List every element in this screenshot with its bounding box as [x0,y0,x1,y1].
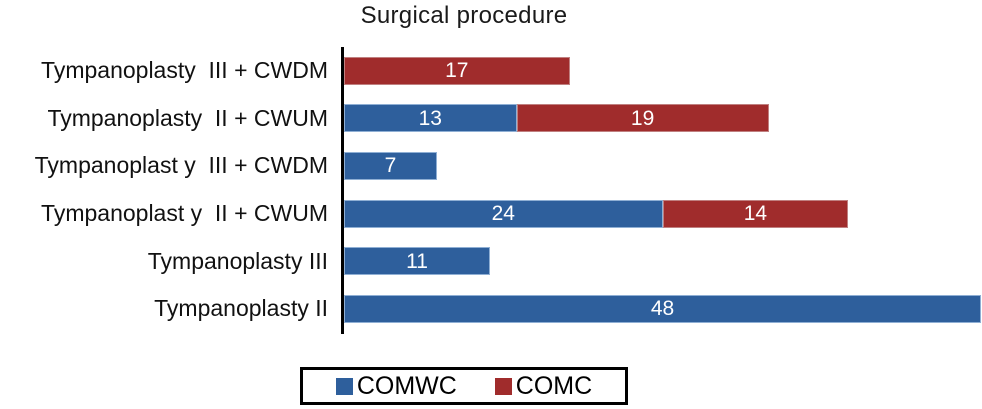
bar-track: 11 [344,247,981,276]
chart-row: Tympanoplasty II + CWUM 13 19 [0,95,982,143]
legend-label: COMWC [356,371,457,400]
bar-track: 24 14 [344,199,981,228]
chart-row: Tympanoplasty II 48 [0,285,982,333]
comwc-bar-segment: 11 [344,247,490,276]
chart-row: Tympanoplasty III + CWDM 17 [0,47,982,95]
bar-value-label: 48 [650,297,675,321]
comc-bar-segment: 14 [662,199,849,228]
legend-label: COMC [515,371,593,400]
chart-row: Tympanoplast y III + CWDM 7 [0,142,982,190]
bar-value-label: 17 [445,59,469,83]
bar-track: 48 [344,294,981,323]
bar-value-label: 11 [406,249,428,273]
comc-legend-swatch [494,377,512,395]
comwc-bar-segment: 7 [344,151,437,180]
legend-entry-comc: COMC [494,371,593,400]
bar-track: 13 19 [344,104,981,133]
category-label: Tympanoplast y III + CWDM [34,152,328,179]
legend-entry-comwc: COMWC [335,371,457,400]
bar-value-label: 24 [491,202,515,226]
category-axis-line [341,47,344,334]
comwc-legend-swatch [335,377,353,395]
comwc-bar-segment: 24 [344,199,663,228]
category-label: Tympanoplasty II [154,295,328,322]
category-label: Tympanoplast y II + CWUM [41,200,328,227]
category-label: Tympanoplasty III [147,247,328,274]
bar-value-label: 19 [630,106,655,130]
bar-value-label: 14 [743,202,768,226]
category-label: Tympanoplasty III + CWDM [41,57,328,84]
plot-area: Tympanoplasty III + CWDM 17 Tympanoplasty … [0,47,982,333]
bar-track: 7 [344,151,981,180]
bar-value-label: 13 [418,106,442,130]
comc-bar-segment: 17 [344,56,570,85]
chart-row: Tympanoplast y II + CWUM 24 14 [0,190,982,238]
chart-title: Surgical procedure [360,2,568,29]
chart-legend: COMWC COMC [300,367,628,405]
bar-value-label: 7 [384,154,397,178]
comc-bar-segment: 19 [516,104,769,133]
comwc-bar-segment: 48 [344,294,981,323]
bar-track: 17 [344,56,981,85]
chart-row: Tympanoplasty III 11 [0,237,982,285]
comwc-bar-segment: 13 [344,104,517,133]
category-label: Tympanoplasty II + CWUM [47,104,328,131]
